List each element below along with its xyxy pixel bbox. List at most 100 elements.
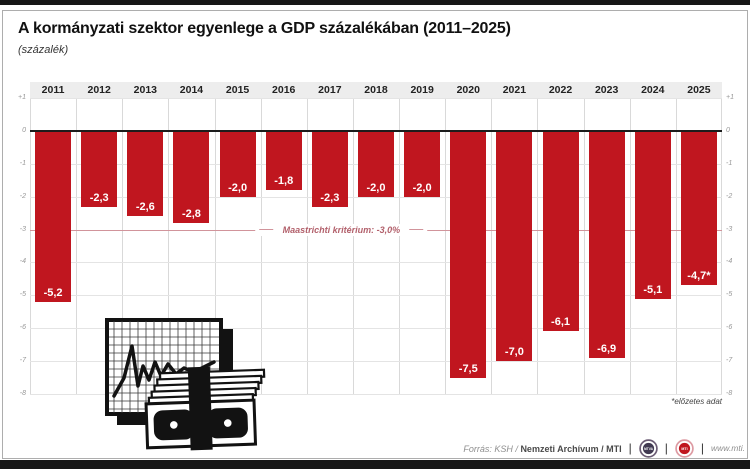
preliminary-data-footnote: *előzetes adat: [671, 397, 722, 406]
bar-value-label: -2,0: [228, 181, 248, 194]
separator: |: [700, 441, 704, 455]
year-label: 2012: [87, 84, 111, 96]
year-header-row: 2011 2012 2013 2014 2015 2016 2017 2018 2019 2020…: [30, 82, 722, 98]
y-tick-label-left: -5: [19, 291, 26, 299]
year-label: 2018: [364, 84, 388, 96]
y-tick-label-right: -2: [726, 192, 733, 200]
vertical-gridline: [306, 98, 308, 394]
horizontal-gridline: [30, 262, 722, 264]
bar-value-label: -2,3: [320, 191, 340, 204]
y-tick-label-right: 0: [726, 126, 730, 134]
bar-value-label: -2,6: [135, 201, 155, 214]
year-label: 2023: [594, 84, 619, 96]
vertical-gridline: [122, 98, 124, 394]
year-label: 2013: [133, 84, 157, 96]
top-black-bar: [0, 0, 750, 5]
horizontal-gridline: [30, 98, 722, 99]
bar-value-label: -4,7*: [687, 270, 711, 283]
vertical-gridline: [583, 98, 585, 394]
source-bold: Nemzeti Archívum / MTI: [520, 444, 622, 454]
bar-value-label: -5,2: [43, 286, 63, 299]
y-tick-label-right: -8: [726, 390, 733, 397]
bar-value-label: -7,5: [458, 362, 478, 375]
maastricht-label: Maastrichti kritérium: -3,0%: [255, 223, 428, 236]
source-prefix: Forrás: KSH /: [463, 444, 521, 454]
bar-value-label: -6,1: [551, 316, 571, 329]
y-tick-label-right: -4: [726, 258, 733, 266]
money-chart-illustration: [105, 318, 266, 451]
vertical-gridline: [168, 98, 170, 394]
vertical-gridline: [629, 98, 631, 394]
year-label: 2021: [502, 84, 527, 96]
y-tick-label-right: -1: [726, 159, 733, 167]
vertical-gridline: [76, 98, 78, 394]
bar: -2,3: [81, 130, 118, 207]
separator: |: [664, 441, 668, 455]
banknotes-icon: [144, 366, 266, 451]
vertical-gridline: [445, 98, 447, 394]
website-url: www.mti.: [711, 443, 745, 453]
year-label: 2014: [179, 84, 204, 96]
mti-logo-icon: MTI: [675, 438, 694, 458]
bar: -6,1: [542, 130, 579, 332]
bar-value-label: -6,9: [597, 342, 617, 355]
separator: |: [628, 441, 632, 455]
horizontal-gridline: [30, 394, 722, 395]
vertical-gridline: [675, 98, 677, 394]
vertical-gridline: [260, 98, 262, 394]
bottom-black-bar: [0, 460, 750, 469]
vertical-gridline: [399, 98, 401, 394]
mtva-logo-label: MTVA: [644, 446, 653, 450]
y-tick-label-left: 0: [22, 126, 26, 134]
year-label: 2022: [548, 84, 573, 96]
bar: -2,0: [219, 130, 256, 197]
bar-value-label: -1,8: [274, 175, 294, 188]
source-credit: Forrás: KSH / Nemzeti Archívum / MTI: [463, 439, 621, 457]
y-tick-label-left: +1: [18, 94, 26, 101]
y-tick-label-right: -7: [726, 357, 733, 365]
y-tick-label-left: -3: [19, 225, 26, 233]
horizontal-gridline: [30, 361, 722, 363]
vertical-gridline: [491, 98, 493, 394]
vertical-gridline: [214, 98, 216, 394]
year-label: 2019: [410, 84, 434, 96]
y-tick-label-right: -3: [726, 225, 733, 233]
y-tick-label-right: -6: [726, 324, 733, 332]
bar-value-label: -2,0: [412, 181, 432, 194]
horizontal-gridline: [30, 295, 722, 297]
page-title: A kormányzati szektor egyenlege a GDP sz…: [18, 20, 511, 37]
vertical-gridline: [537, 98, 539, 394]
bar: -5,1: [634, 130, 671, 299]
bar: -2,3: [311, 130, 348, 207]
bar-value-label: -7,0: [504, 346, 524, 359]
year-label: 2024: [641, 84, 665, 96]
horizontal-gridline: [30, 196, 722, 198]
y-tick-label-left: -7: [19, 357, 26, 365]
dash-segment: [409, 229, 424, 231]
year-label: 2016: [272, 84, 296, 96]
year-label: 2020: [456, 84, 480, 96]
plot-area: Maastrichti kritérium: -3,0% -5,2 -2,3 -2,…: [30, 98, 722, 395]
bar-value-label: -2,0: [366, 181, 386, 194]
y-tick-label-left: -2: [19, 192, 26, 200]
vertical-gridline: [721, 98, 722, 394]
bar: -2,6: [127, 130, 164, 217]
vertical-gridline: [30, 98, 31, 394]
bar-value-label: -2,3: [89, 191, 109, 204]
chart-area: 2011 2012 2013 2014 2015 2016 2017 2018 2019 2020…: [18, 82, 734, 397]
bar: -2,8: [173, 130, 210, 223]
y-tick-label-left: -4: [19, 258, 26, 266]
bar-value-label: -5,1: [643, 283, 663, 296]
bar: -6,9: [588, 130, 625, 358]
bar: -4,7*: [680, 130, 717, 286]
bar: -2,0: [404, 130, 441, 197]
year-label: 2015: [225, 84, 250, 96]
y-tick-label-left: -1: [19, 159, 26, 167]
year-label: 2025: [687, 84, 711, 96]
maastricht-label-text: Maastrichti kritérium: -3,0%: [282, 224, 401, 235]
y-tick-label-left: -8: [19, 390, 26, 397]
dash-segment: [259, 229, 274, 231]
mtva-logo-icon: MTVA: [639, 438, 658, 458]
bar: -5,2: [35, 130, 72, 302]
